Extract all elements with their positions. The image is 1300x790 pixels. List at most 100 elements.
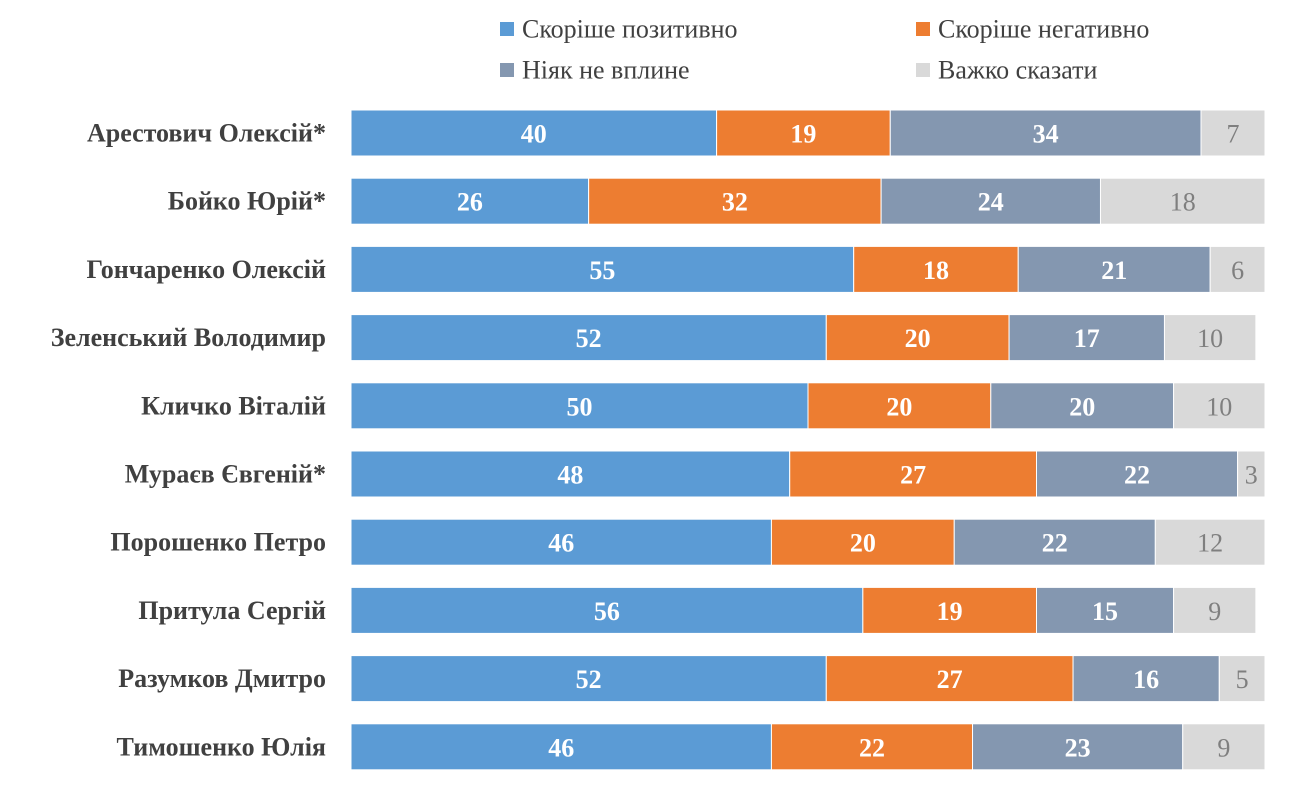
bar-hard-to-say [1218,655,1266,703]
bar-hard-to-say-value: 5 [1236,665,1249,694]
bar-negative-value: 27 [937,665,963,694]
bar-no-effect-value: 34 [1033,120,1059,149]
category-label: Мураєв Євгеній* [125,460,326,489]
legend-positive-swatch [500,22,514,36]
bar-hard-to-say [1209,245,1266,293]
bar-positive-value: 52 [576,665,602,694]
bar-no-effect-value: 22 [1124,461,1150,490]
bar-hard-to-say-value: 12 [1197,529,1223,558]
bar-row: 52 27 16 5 [350,655,1266,703]
bar-negative-value: 19 [790,120,816,149]
bar-positive [350,382,809,430]
category-label: Гончаренко Олексій [87,255,326,284]
bar-positive-value: 50 [567,392,593,421]
legend-negative-entry: Скоріше негативно [916,15,1149,44]
bar-hard-to-say [1173,586,1257,634]
bar-no-effect-value: 23 [1065,733,1091,762]
bar-no-effect-value: 22 [1042,529,1068,558]
bar-positive [350,723,772,771]
bar-hard-to-say [1163,314,1257,362]
bar-row: 48 27 22 3 [350,450,1266,498]
bar-hard-to-say-value: 7 [1227,120,1240,149]
bar-hard-to-say [1182,723,1266,771]
bar-negative-value: 22 [859,733,885,762]
bar-negative [807,382,992,430]
bar-no-effect [880,177,1101,225]
bar-hard-to-say-value: 3 [1245,461,1258,490]
bar-negative-value: 18 [923,256,949,285]
bar-negative [853,245,1019,293]
bar-positive-value: 56 [594,597,620,626]
bar-negative-value: 20 [905,324,931,353]
bar-negative [825,314,1010,362]
bar-hard-to-say [1099,177,1266,225]
category-label: Разумков Дмитро [118,664,326,693]
bar-positive-value: 52 [576,324,602,353]
bar-positive-value: 46 [548,733,574,762]
bar-hard-to-say-value: 10 [1206,392,1232,421]
bar-no-effect [1072,655,1220,703]
bar-negative [789,450,1037,498]
bar-positive-value: 46 [548,529,574,558]
bar-positive [350,518,772,566]
bar-negative-value: 27 [900,461,926,490]
category-label: Бойко Юрій* [168,187,326,216]
bar-positive [350,586,864,634]
bar-no-effect-value: 24 [978,188,1004,217]
bar-positive-value: 48 [557,461,583,490]
legend-negative-swatch [916,22,930,36]
bar-positive-value: 55 [589,256,615,285]
bar-negative-value: 20 [886,392,912,421]
category-label: Порошенко Петро [110,528,326,557]
legend-no-effect-swatch [500,63,514,77]
legend-hard-to-say-label: Важко сказати [938,56,1097,85]
bar-row: 40 19 34 7 [350,109,1266,157]
bar-no-effect-value: 17 [1074,324,1100,353]
bar-no-effect-value: 21 [1101,256,1127,285]
legend-no-effect-entry: Ніяк не вплине [500,56,690,85]
bar-positive [350,450,791,498]
category-label: Кличко Віталій [141,391,326,420]
bar-positive-value: 40 [521,120,547,149]
bar-hard-to-say-value: 18 [1170,188,1196,217]
bar-hard-to-say [1237,450,1266,498]
bar-negative [825,655,1074,703]
legend-no-effect-label: Ніяк не вплине [522,56,690,85]
bar-row: 52 20 17 10 [350,314,1257,362]
bar-hard-to-say-value: 9 [1208,597,1221,626]
bar-no-effect [889,109,1202,157]
bar-hard-to-say [1200,109,1266,157]
bar-positive [350,314,827,362]
bar-hard-to-say-value: 10 [1197,324,1223,353]
bar-negative-value: 32 [722,188,748,217]
category-axis: Арестович Олексій* Бойко Юрій* Гончаренко … [51,119,326,762]
bar-no-effect-value: 15 [1092,597,1118,626]
bar-no-effect [953,518,1156,566]
bar-no-effect-value: 20 [1069,392,1095,421]
bar-negative [770,723,974,771]
category-label: Зеленський Володимир [51,323,326,352]
bar-negative-value: 20 [850,529,876,558]
bar-no-effect [1036,450,1239,498]
bar-row: 46 22 23 9 [350,723,1266,771]
bar-no-effect-value: 16 [1133,665,1159,694]
legend: Скоріше позитивно Скоріше негативно Ніяк н… [500,15,1149,85]
category-label: Притула Сергій [138,596,326,625]
bar-row: 56 19 15 9 [350,586,1257,634]
bar-no-effect [990,382,1175,430]
legend-positive-label: Скоріше позитивно [522,15,738,44]
bar-row: 46 20 22 12 [350,518,1266,566]
bar-positive [350,177,590,225]
bar-row: 55 18 21 6 [350,245,1266,293]
category-label: Арестович Олексій* [87,119,326,148]
bar-negative [716,109,891,157]
legend-hard-to-say-entry: Важко сказати [916,56,1097,85]
bar-row: 26 32 24 18 [350,177,1266,225]
bars: 40 19 34 7 26 32 24 18 55 18 21 6 52 20 17 10 50 20 20 10 48… [350,109,1266,771]
bar-hard-to-say-value: 6 [1231,256,1244,285]
bar-row: 50 20 20 10 [350,382,1266,430]
legend-hard-to-say-swatch [916,63,930,77]
category-label: Тимошенко Юлія [117,732,326,761]
